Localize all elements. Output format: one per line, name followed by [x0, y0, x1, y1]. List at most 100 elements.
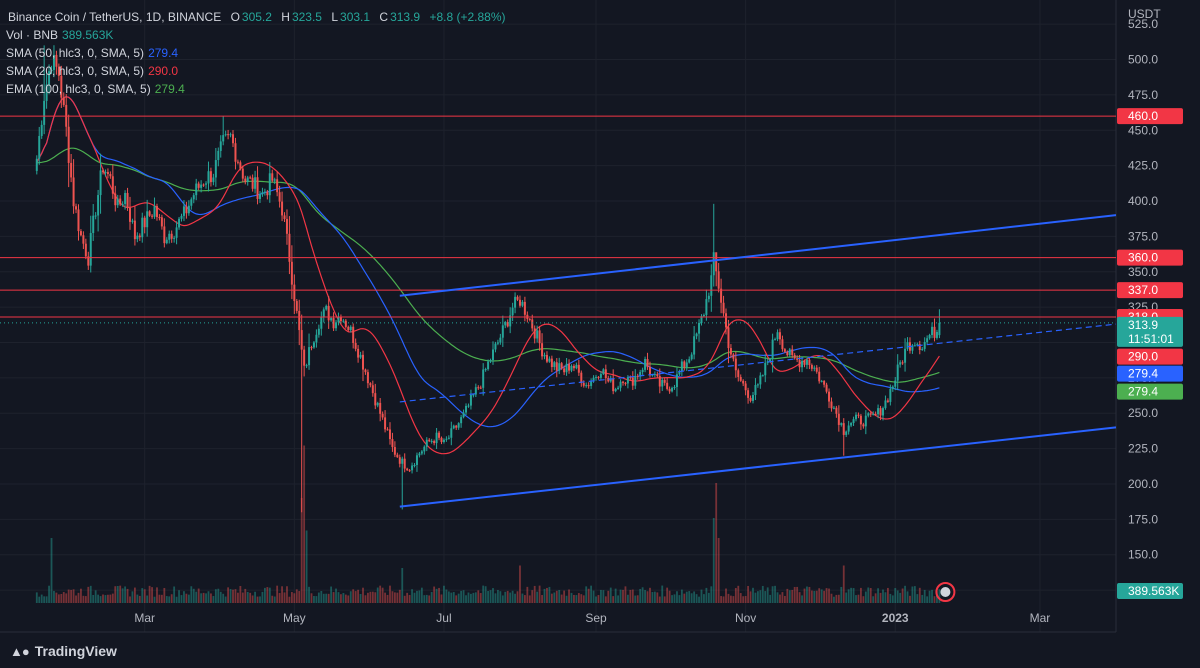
candle-body [256, 177, 259, 199]
candle [805, 358, 808, 369]
volume-bar [582, 595, 585, 603]
candle-body [67, 126, 70, 163]
candle [133, 206, 136, 246]
candle-body [347, 326, 350, 331]
candle [40, 120, 43, 139]
candle [450, 421, 453, 446]
volume-bar [254, 591, 256, 603]
volume-bar [649, 587, 651, 603]
candle-body [298, 310, 301, 331]
tradingview-brand[interactable]: ▲● TradingView [10, 641, 117, 661]
volume-value-tag: 389.563K [1117, 583, 1183, 599]
candle [398, 454, 401, 468]
volume-bar [455, 595, 458, 603]
symbol-name[interactable]: Binance Coin / TetherUS, 1D, BINANCE [8, 10, 222, 24]
candle-body [781, 339, 784, 350]
volume-bar [185, 593, 188, 603]
candle [592, 375, 595, 383]
candle [43, 45, 46, 135]
volume-bar [163, 587, 166, 603]
indicator-row-volume[interactable]: Vol · BNB 389.563K [6, 26, 506, 44]
candle [254, 170, 257, 194]
candle-body [138, 235, 141, 238]
candle [621, 380, 624, 386]
volume-bar [600, 589, 602, 603]
volume-bar [111, 593, 114, 603]
candle-body [109, 174, 112, 177]
candle-body [209, 171, 212, 183]
candle [683, 360, 686, 371]
time-tick-label: Nov [735, 611, 756, 625]
candle [87, 251, 90, 270]
level-price-tag-box [1117, 108, 1183, 125]
volume-bar [428, 595, 431, 603]
candle [671, 386, 674, 393]
indicator-row-sma50[interactable]: SMA (50, hlc3, 0, SMA, 5) 279.4 [6, 44, 506, 62]
candle-body [489, 359, 492, 362]
high-label: H [281, 10, 290, 24]
volume-bar [810, 590, 813, 603]
candle-body [926, 338, 929, 343]
candle-body [712, 252, 715, 276]
candle [72, 159, 75, 214]
volume-bar [901, 588, 904, 603]
candle [182, 200, 185, 222]
candle [558, 357, 561, 375]
candle [168, 230, 171, 244]
candle-body [729, 348, 732, 355]
candle-body [413, 464, 416, 466]
volume-bar [725, 588, 727, 603]
candle-body [124, 192, 127, 204]
volume-bar [222, 593, 225, 603]
volume-bar [634, 595, 637, 603]
candle-body [599, 374, 602, 378]
candle-body [433, 441, 436, 444]
candle-body [928, 334, 931, 339]
indicator-row-sma20[interactable]: SMA (20, hlc3, 0, SMA, 5) 290.0 [6, 62, 506, 80]
candle-body [855, 414, 858, 420]
volume-bar [555, 590, 558, 603]
indicator-row-ema100[interactable]: EMA (100, hlc3, 0, SMA, 5) 279.4 [6, 80, 506, 98]
candle [891, 385, 894, 392]
candle [653, 371, 656, 378]
candle [862, 422, 865, 429]
volume-bar [685, 591, 688, 603]
candle-body [808, 359, 811, 366]
volume-bar [617, 595, 619, 603]
candle-body [305, 365, 308, 367]
candle-body [715, 252, 718, 272]
candle-body [445, 438, 448, 440]
candle [572, 364, 575, 372]
candle [656, 371, 659, 378]
candle [386, 427, 389, 431]
volume-bar [425, 594, 428, 603]
candle [403, 453, 406, 473]
symbol-ohlc-row[interactable]: Binance Coin / TetherUS, 1D, BINANCE O 30… [6, 8, 506, 26]
volume-bar [416, 590, 418, 603]
candle-body [195, 183, 198, 196]
candle [751, 391, 754, 404]
indicator-price-tag-box [1117, 316, 1183, 347]
volume-bar [860, 587, 862, 603]
trendline [399, 214, 1117, 297]
volume-bar [587, 588, 590, 603]
volume-bar [923, 589, 926, 603]
candle-body [587, 385, 590, 387]
volume-bar [121, 588, 124, 603]
price-tick-label: 175.0 [1128, 512, 1158, 526]
volume-bar [921, 594, 924, 603]
candle [710, 264, 713, 312]
candle [612, 369, 615, 395]
candle-body [430, 441, 433, 443]
candle-body [864, 415, 867, 427]
candle [742, 379, 745, 387]
candle [617, 385, 620, 390]
volume-bar [786, 588, 789, 603]
volume-bar [739, 593, 742, 603]
indicator-price-tag: 290.0 [1117, 348, 1183, 365]
candle [771, 333, 774, 373]
volume-bar [688, 591, 691, 603]
candle [70, 153, 73, 183]
volume-bar [354, 591, 357, 603]
